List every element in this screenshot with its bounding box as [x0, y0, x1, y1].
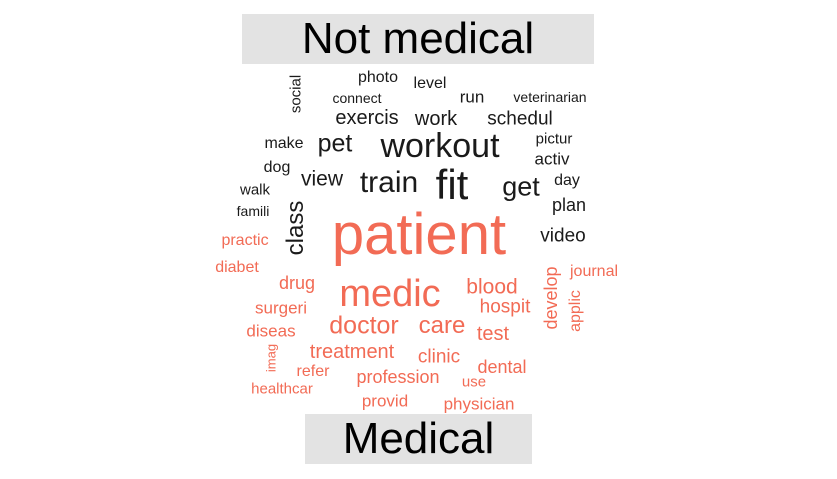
word-make: make — [264, 135, 304, 152]
word-dental: dental — [477, 357, 527, 377]
word-journal: journal — [569, 263, 619, 280]
word-use: use — [461, 373, 487, 391]
not-medical-label: Not medical — [242, 14, 594, 64]
word-test: test — [476, 323, 510, 345]
word-famili: famili — [236, 203, 270, 219]
word-pet: pet — [317, 129, 353, 158]
word-dog: dog — [263, 159, 291, 176]
word-care: care — [418, 312, 466, 339]
word-work: work — [414, 108, 458, 130]
word-veterinarian: veterinarian — [513, 89, 587, 105]
word-healthcar: healthcar — [251, 380, 313, 398]
word-class: class — [282, 200, 309, 256]
word-physician: physician — [443, 394, 515, 414]
word-fit: fit — [435, 161, 469, 208]
word-walk: walk — [239, 181, 271, 199]
word-level: level — [413, 75, 447, 92]
word-workout: workout — [380, 127, 500, 165]
word-social: social — [287, 74, 305, 114]
word-video: video — [540, 225, 586, 247]
word-patient: patient — [331, 202, 507, 267]
word-hospit: hospit — [479, 296, 531, 318]
word-train: train — [359, 166, 419, 199]
word-practic: practic — [221, 232, 269, 249]
word-drug: drug — [278, 273, 316, 293]
word-day: day — [554, 172, 580, 189]
word-plan: plan — [551, 195, 587, 215]
word-profession: profession — [356, 367, 440, 387]
word-diseas: diseas — [246, 321, 296, 341]
word-provid: provid — [361, 391, 409, 411]
word-surgeri: surgeri — [255, 298, 307, 318]
word-medic: medic — [339, 273, 441, 315]
medical-label: Medical — [305, 414, 532, 464]
word-photo: photo — [357, 69, 399, 86]
word-schedul: schedul — [487, 108, 553, 130]
word-get: get — [502, 171, 540, 202]
word-applic: applic — [567, 290, 584, 332]
word-imag: imag — [263, 343, 279, 373]
word-blood: blood — [466, 275, 518, 299]
word-diabet: diabet — [215, 259, 259, 276]
word-run: run — [459, 87, 485, 107]
word-develop: develop — [541, 266, 561, 330]
word-activ: activ — [534, 149, 570, 169]
word-refer: refer — [296, 363, 330, 380]
word-exercis: exercis — [335, 107, 399, 129]
word-view: view — [300, 167, 344, 191]
word-pictur: pictur — [535, 130, 573, 148]
word-connect: connect — [332, 90, 382, 106]
word-doctor: doctor — [329, 311, 399, 340]
word-treatment: treatment — [309, 341, 395, 363]
word-clinic: clinic — [417, 346, 461, 368]
